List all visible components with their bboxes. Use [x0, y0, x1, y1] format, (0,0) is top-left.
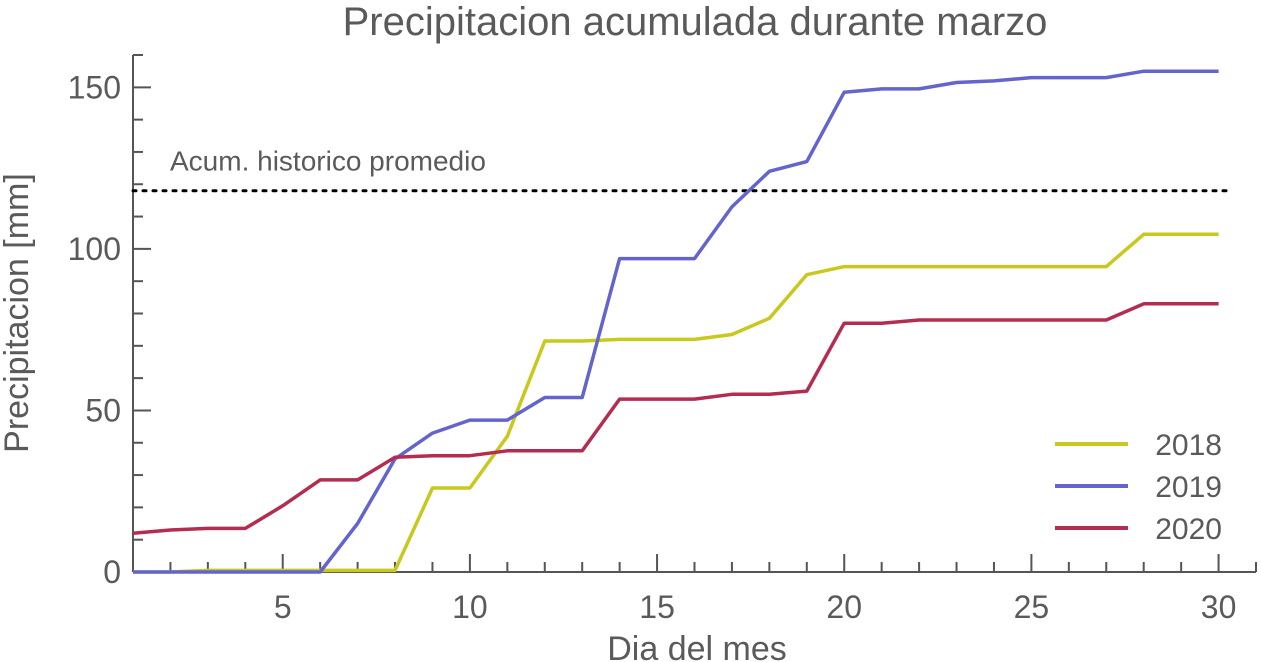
x-tick-label: 5	[274, 589, 292, 625]
y-axis-title: Precipitacion [mm]	[0, 173, 36, 453]
series-line-2020	[132, 302, 1219, 535]
series-line-2018	[133, 232, 1219, 574]
plot-area: 0 50 100 150 5 10 15 20 25 30 Acum. historico prom…	[68, 54, 1257, 625]
series-line-2019	[133, 69, 1219, 574]
legend-label-2020: 2020	[1155, 513, 1222, 546]
y-tick-label: 150	[68, 69, 121, 105]
x-tick-label: 15	[639, 589, 675, 625]
x-tick-label: 20	[826, 589, 862, 625]
x-axis-title: Dia del mes	[607, 630, 787, 662]
legend-label-2018: 2018	[1155, 429, 1222, 462]
chart-title: Precipitacion acumulada durante marzo	[343, 0, 1048, 44]
x-tick-label: 25	[1014, 589, 1050, 625]
x-tick-label: 30	[1201, 589, 1237, 625]
x-tick-label: 10	[452, 589, 488, 625]
y-tick-label: 0	[103, 554, 121, 590]
y-tick-label: 100	[68, 231, 121, 267]
legend-label-2019: 2019	[1155, 471, 1222, 504]
y-tick-label: 50	[85, 392, 121, 428]
reference-line-label: Acum. historico promedio	[170, 146, 486, 177]
